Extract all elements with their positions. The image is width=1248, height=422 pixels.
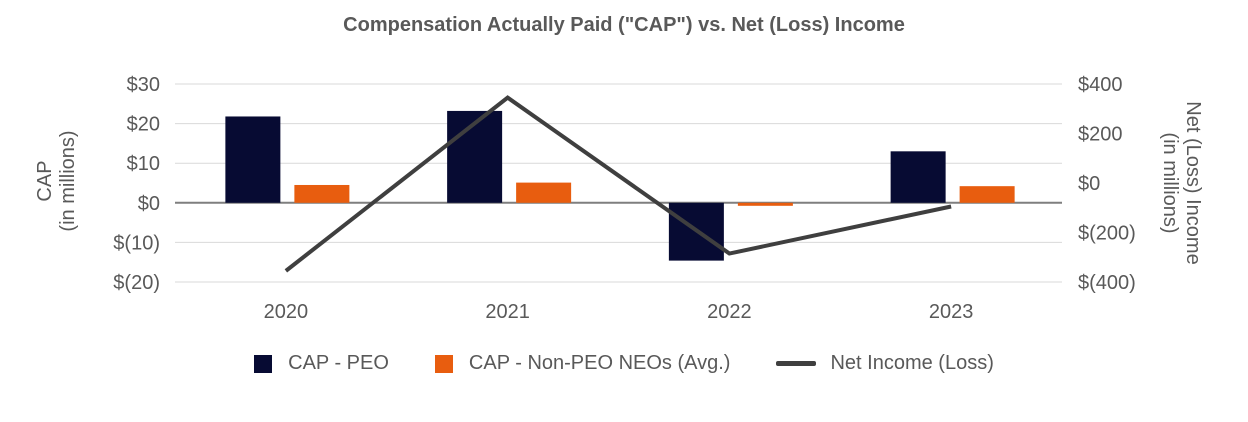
net-income-line: [284, 95, 952, 273]
bar-cap-non-peo-2022: [737, 202, 793, 206]
legend-line-swatch-icon: [776, 361, 817, 366]
left-axis-tick-label: $30: [127, 74, 160, 96]
legend-swatch-cap-peo-icon: [254, 354, 273, 373]
bar-cap-peo-2021: [447, 110, 503, 203]
x-axis-tick-label: 2021: [485, 301, 530, 323]
left-axis-tick-label: $20: [127, 114, 160, 136]
x-axis-tick-label: 2020: [264, 301, 309, 323]
right-axis-tick-label: $200: [1078, 124, 1123, 146]
left-axis-tick-label: $0: [138, 193, 160, 215]
chart-title: Compensation Actually Paid ("CAP") vs. N…: [343, 14, 905, 36]
right-axis-tick-label: $0: [1078, 173, 1100, 195]
x-axis-tick-label: 2022: [707, 301, 752, 323]
right-axis-tick-label: $400: [1078, 74, 1123, 96]
legend-label-cap-peo: CAP - PEO: [288, 352, 389, 374]
bar-cap-non-peo-2020: [294, 184, 350, 203]
left-axis-tick-label: $(10): [113, 232, 160, 254]
bar-cap-peo-2020: [225, 116, 281, 203]
legend-item-cap-non-peo: CAP - Non-PEO NEOs (Avg.): [434, 352, 731, 375]
right-axis-tick-label: $(400): [1078, 272, 1136, 294]
left-axis-tick-label: $(20): [113, 272, 160, 294]
x-axis-tick-label: 2023: [929, 301, 974, 323]
legend-label-cap-non-peo: CAP - Non-PEO NEOs (Avg.): [468, 352, 731, 374]
bar-cap-non-peo-2021: [516, 182, 572, 203]
legend-label-net-income: Net Income (Loss): [830, 352, 994, 374]
right-axis-tick-label: $(200): [1078, 223, 1136, 245]
legend-item-net-income: Net Income (Loss): [776, 352, 994, 375]
legend-item-cap-peo: CAP - PEO: [254, 352, 389, 375]
left-axis-tick-label: $10: [127, 153, 160, 175]
bar-cap-peo-2023: [890, 151, 946, 203]
plot-area: $30 $20 $10 $0 $(10) $(20) $400 $200 $0 $(200) $(4…: [113, 74, 1136, 323]
legend: CAP - PEO CAP - Non-PEO NEOs (Avg.) Net …: [0, 352, 1248, 375]
legend-swatch-cap-non-peo-icon: [434, 354, 453, 373]
bar-cap-non-peo-2023: [959, 186, 1015, 203]
